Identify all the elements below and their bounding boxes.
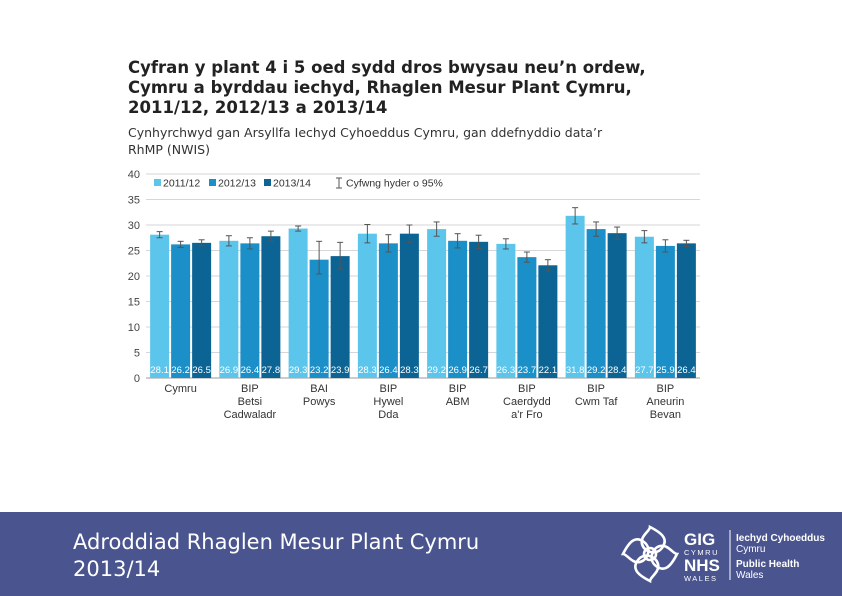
legend-swatch xyxy=(154,179,161,186)
data-label: 27.7 xyxy=(635,365,654,376)
x-tick-label: Bevan xyxy=(650,409,681,421)
footer-bar xyxy=(0,512,842,596)
data-label: 28.3 xyxy=(358,365,377,376)
logo-wales: WALES xyxy=(684,574,717,583)
data-label: 26.7 xyxy=(469,365,488,376)
bar xyxy=(469,241,489,378)
x-tick-label: Betsi xyxy=(238,396,262,408)
bar xyxy=(330,256,350,378)
data-label: 25.9 xyxy=(656,365,675,376)
x-tick-label: Hywel xyxy=(373,396,403,408)
bar xyxy=(378,243,398,378)
bar xyxy=(517,257,537,378)
x-tick-label: Aneurin xyxy=(646,396,684,408)
bar xyxy=(565,215,585,378)
logo-cymru: CYMRU xyxy=(684,548,719,557)
y-tick-label: 15 xyxy=(128,297,140,309)
data-label: 26.4 xyxy=(379,365,398,376)
logo-org-english-1: Public Health xyxy=(736,559,799,570)
data-label: 28.3 xyxy=(400,365,419,376)
data-label: 23.7 xyxy=(518,365,537,376)
bar xyxy=(288,228,308,378)
bar xyxy=(399,233,419,378)
nhs-wales-logo: GIG CYMRU NHS WALES Iechyd Cyhoeddus Cym… xyxy=(620,524,825,584)
logo-gig: GIG xyxy=(684,530,715,549)
legend-swatch xyxy=(209,179,216,186)
data-label: 23.2 xyxy=(310,365,329,376)
report-title: Adroddiad Rhaglen Mesur Plant Cymru 2013… xyxy=(73,530,480,581)
x-tick-label: Cymru xyxy=(164,383,196,395)
y-tick-label: 20 xyxy=(128,271,140,283)
bar xyxy=(676,243,696,378)
data-label: 26.9 xyxy=(448,365,467,376)
data-label: 26.4 xyxy=(677,365,696,376)
y-tick-label: 10 xyxy=(128,322,140,334)
x-tick-label: Cwm Taf xyxy=(575,396,619,408)
bar xyxy=(309,259,329,378)
data-label: 26.4 xyxy=(241,365,260,376)
bar xyxy=(192,242,212,378)
bar xyxy=(496,243,516,378)
ci-legend-label: Cyfwng hyder o 95% xyxy=(346,178,443,190)
y-tick-label: 25 xyxy=(128,246,140,258)
bar xyxy=(586,229,606,378)
x-tick-label: BIP xyxy=(518,383,536,395)
legend-label: 2012/13 xyxy=(218,178,256,190)
data-label: 26.9 xyxy=(220,365,239,376)
logo-org-welsh-2: Cymru xyxy=(736,544,765,555)
x-tick-label: BAI xyxy=(310,383,328,395)
data-label: 26.2 xyxy=(171,365,190,376)
y-tick-label: 30 xyxy=(128,220,140,232)
bar xyxy=(655,245,675,378)
x-tick-label: Powys xyxy=(303,396,336,408)
y-tick-label: 0 xyxy=(134,373,140,385)
data-label: 23.9 xyxy=(331,365,350,376)
bar xyxy=(448,240,468,378)
bar xyxy=(150,234,170,378)
data-label: 28.4 xyxy=(608,365,627,376)
data-label: 22.1 xyxy=(539,365,558,376)
data-label: 29.2 xyxy=(587,365,606,376)
bar xyxy=(261,236,281,378)
x-tick-label: BIP xyxy=(587,383,605,395)
bar xyxy=(538,265,558,378)
y-tick-label: 35 xyxy=(128,195,140,207)
data-label: 26.5 xyxy=(192,365,211,376)
data-label: 27.8 xyxy=(262,365,281,376)
legend-swatch xyxy=(264,179,271,186)
legend-label: 2011/12 xyxy=(163,178,200,190)
x-tick-label: BIP xyxy=(657,383,675,395)
bar xyxy=(240,243,260,378)
data-label: 29.2 xyxy=(427,365,446,376)
x-tick-label: Caerdydd xyxy=(503,396,551,408)
chart-title: Cyfran y plant 4 i 5 oed sydd dros bwysa… xyxy=(128,58,646,117)
x-tick-label: Cadwaladr xyxy=(224,409,277,421)
celtic-knot-icon xyxy=(620,524,680,584)
bar xyxy=(427,229,447,378)
y-tick-label: 40 xyxy=(128,169,140,181)
y-tick-label: 5 xyxy=(134,348,140,360)
bar xyxy=(171,244,191,378)
x-tick-label: a'r Fro xyxy=(511,409,542,421)
x-tick-label: ABM xyxy=(446,396,470,408)
bar xyxy=(219,240,239,378)
legend-label: 2013/14 xyxy=(273,178,311,190)
x-tick-label: BIP xyxy=(449,383,467,395)
data-label: 29.3 xyxy=(289,365,308,376)
bar xyxy=(634,236,654,378)
chart-subtitle: Cynhyrchwyd gan Arsyllfa Iechyd Cyhoeddu… xyxy=(128,125,603,157)
x-tick-label: Dda xyxy=(378,409,399,421)
x-tick-label: BIP xyxy=(380,383,398,395)
bar xyxy=(357,233,377,378)
data-label: 26.3 xyxy=(497,365,516,376)
data-label: 31.8 xyxy=(566,365,585,376)
logo-org-english-2: Wales xyxy=(736,570,763,581)
x-tick-label: BIP xyxy=(241,383,259,395)
bar xyxy=(607,233,627,378)
logo-org-welsh-1: Iechyd Cyhoeddus xyxy=(736,533,825,544)
logo-nhs: NHS xyxy=(684,556,720,575)
data-label: 28.1 xyxy=(150,365,169,376)
